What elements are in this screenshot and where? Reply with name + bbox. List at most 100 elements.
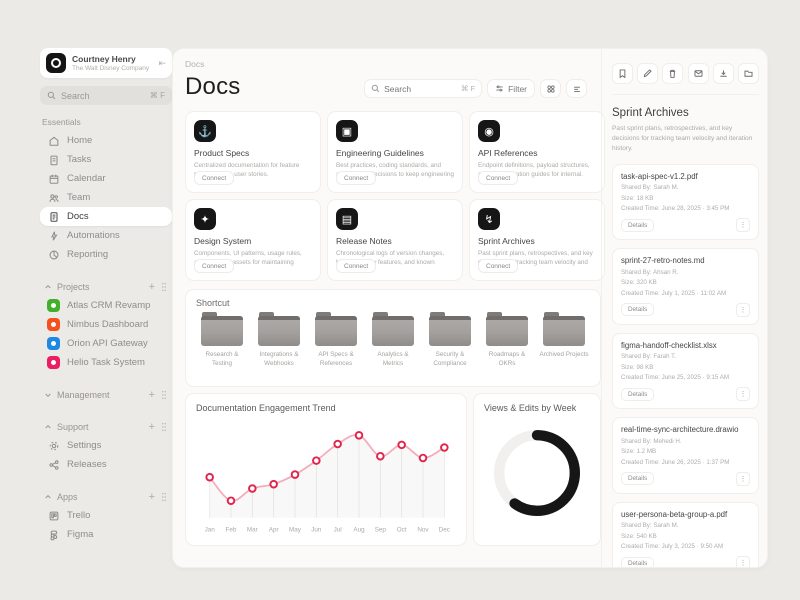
shortcut-title: Shortcut (196, 298, 230, 308)
svg-text:Jun: Jun (311, 526, 322, 533)
filter-button[interactable]: Filter (487, 79, 535, 98)
sidebar-item-atlas-crm-revamp[interactable]: Atlas CRM Revamp (40, 296, 172, 315)
add-management-button[interactable]: + (148, 389, 155, 401)
sidebar-item-orion-api-gateway[interactable]: Orion API Gateway (40, 334, 172, 353)
sidebar-search[interactable]: Search ⌘ F (40, 86, 172, 105)
collapse-sidebar-icon[interactable]: ⇤ (158, 57, 166, 68)
add-app-button[interactable]: + (148, 491, 155, 503)
list-view-icon (573, 86, 580, 92)
delete-button[interactable] (662, 63, 684, 84)
file-card-realtime-sync-architecture[interactable]: real-time-sync-architecture.drawio Share… (612, 417, 759, 494)
details-button[interactable]: Details (621, 556, 655, 567)
details-button[interactable]: Details (621, 387, 655, 401)
folder-archived-projects[interactable]: Archived Projects (538, 312, 590, 368)
user-card[interactable]: Courtney Henry The Walt Disney Company ⇤ (40, 48, 172, 78)
sidebar-item-team[interactable]: Team (40, 188, 172, 207)
calendar-icon (47, 172, 60, 185)
drag-handle-icon[interactable] (160, 492, 168, 502)
drag-handle-icon[interactable] (160, 282, 168, 292)
sidebar-item-figma[interactable]: Figma (40, 525, 172, 544)
folder-label: API Specs & References (318, 351, 354, 367)
sidebar-item-calendar[interactable]: Calendar (40, 169, 172, 188)
folder-api-specs-references[interactable]: API Specs & References (310, 312, 362, 368)
sidebar-search-shortcut: ⌘ F (149, 91, 165, 100)
connect-button[interactable]: Connect (478, 259, 519, 273)
folder-security-compliance[interactable]: Security & Compliance (424, 312, 476, 368)
sidebar-item-trello[interactable]: Trello (40, 506, 172, 525)
add-support-button[interactable]: + (148, 421, 155, 433)
sidebar-group-projects[interactable]: Projects + (40, 278, 172, 296)
connect-button[interactable]: Connect (194, 171, 235, 185)
breadcrumb: Docs (185, 59, 205, 69)
search-input[interactable] (384, 83, 451, 94)
card-description: Endpoint definitions, payload structures… (478, 162, 590, 179)
edit-button[interactable] (637, 63, 659, 84)
sidebar-item-nimbus-dashboard[interactable]: Nimbus Dashboard (40, 315, 172, 334)
sidebar-item-reporting[interactable]: Reporting (40, 245, 172, 264)
move-to-folder-button[interactable] (737, 63, 759, 84)
sidebar-item-settings[interactable]: Settings (40, 436, 172, 455)
card-release-notes[interactable]: ▤ Release Notes Chronological logs of ve… (327, 199, 463, 281)
sidebar-item-tasks[interactable]: Tasks (40, 150, 172, 169)
mail-button[interactable] (687, 63, 709, 84)
sidebar-item-home[interactable]: Home (40, 131, 172, 150)
file-card-task-api-spec[interactable]: task-api-spec-v1.2.pdf Shared By: Sarah … (612, 163, 759, 241)
drag-handle-icon[interactable] (160, 422, 168, 432)
right-panel-title: Sprint Archives (612, 107, 689, 119)
folder-integrations-webhooks[interactable]: Integrations & Webhooks (253, 312, 305, 368)
connect-button[interactable]: Connect (336, 171, 377, 185)
file-created: Created Time: July 3, 2025 · 9:50 AM (621, 543, 724, 551)
drag-handle-icon[interactable] (160, 390, 168, 400)
target-icon: ◉ (478, 120, 500, 142)
sidebar-item-helio-task-system[interactable]: Helio Task System (40, 353, 172, 372)
user-meta: Courtney Henry The Walt Disney Company (72, 54, 152, 72)
search-icon (371, 84, 380, 93)
details-button[interactable]: Details (621, 472, 655, 486)
kebab-menu-icon[interactable]: ⋮ (736, 471, 750, 486)
card-sprint-archives[interactable]: ↯ Sprint Archives Past sprint plans, ret… (469, 199, 605, 281)
figma-icon (47, 528, 60, 541)
kebab-menu-icon[interactable]: ⋮ (736, 387, 750, 402)
card-engineering-guidelines[interactable]: ▣ Engineering Guidelines Best practices,… (327, 111, 463, 193)
sidebar-group-support[interactable]: Support + (40, 418, 172, 436)
folder-label: Analytics & Metrics (377, 351, 409, 367)
connect-button[interactable]: Connect (478, 171, 519, 185)
card-title: Design System (194, 236, 252, 246)
file-card-user-persona-beta[interactable]: user-persona-beta-group-a.pdf Shared By:… (612, 501, 759, 567)
grid-view-button[interactable] (540, 79, 561, 98)
card-api-references[interactable]: ◉ API References Endpoint definitions, p… (469, 111, 605, 193)
team-icon (47, 191, 60, 204)
details-button[interactable]: Details (621, 218, 655, 232)
add-project-button[interactable]: + (148, 281, 155, 293)
folder-analytics-metrics[interactable]: Analytics & Metrics (367, 312, 419, 368)
card-product-specs[interactable]: ⚓ Product Specs Centralized documentatio… (185, 111, 321, 193)
file-card-sprint-retro-notes[interactable]: sprint-27-retro-notes.md Shared By: Ahsa… (612, 248, 759, 325)
edit-icon (643, 69, 652, 78)
list-view-button[interactable] (566, 79, 587, 98)
project-atlas-icon (47, 299, 60, 312)
kebab-menu-icon[interactable]: ⋮ (736, 556, 750, 567)
essentials-label: Essentials (42, 117, 81, 127)
file-shared-by: Shared By: Mehedi H. (621, 437, 682, 445)
sidebar-group-apps[interactable]: Apps + (40, 488, 172, 506)
connect-button[interactable]: Connect (194, 259, 235, 273)
sidebar-item-label: Trello (67, 510, 91, 521)
sidebar-item-docs[interactable]: Docs (40, 207, 172, 226)
card-title: API References (478, 148, 538, 158)
sidebar-group-management[interactable]: Management + (40, 386, 172, 404)
sidebar-item-label: Releases (67, 459, 107, 470)
file-card-figma-handoff-checklist[interactable]: figma-handoff-checklist.xlsx Shared By: … (612, 332, 759, 410)
bookmark-button[interactable] (612, 63, 633, 84)
connect-button[interactable]: Connect (336, 259, 377, 273)
folder-research-testing[interactable]: Research & Testing (196, 312, 248, 368)
card-design-system[interactable]: ✦ Design System Components, UI patterns,… (185, 199, 321, 281)
header-search[interactable]: ⌘ F (364, 79, 483, 98)
sidebar-item-releases[interactable]: Releases (40, 455, 172, 474)
kebab-menu-icon[interactable]: ⋮ (736, 218, 750, 233)
kebab-menu-icon[interactable]: ⋮ (736, 302, 750, 317)
sidebar-item-automations[interactable]: Automations (40, 226, 172, 245)
download-button[interactable] (712, 63, 734, 84)
file-size: Size: 320 KB (621, 279, 657, 287)
details-button[interactable]: Details (621, 303, 655, 317)
folder-roadmaps-okrs[interactable]: Roadmaps & OKRs (481, 312, 533, 368)
